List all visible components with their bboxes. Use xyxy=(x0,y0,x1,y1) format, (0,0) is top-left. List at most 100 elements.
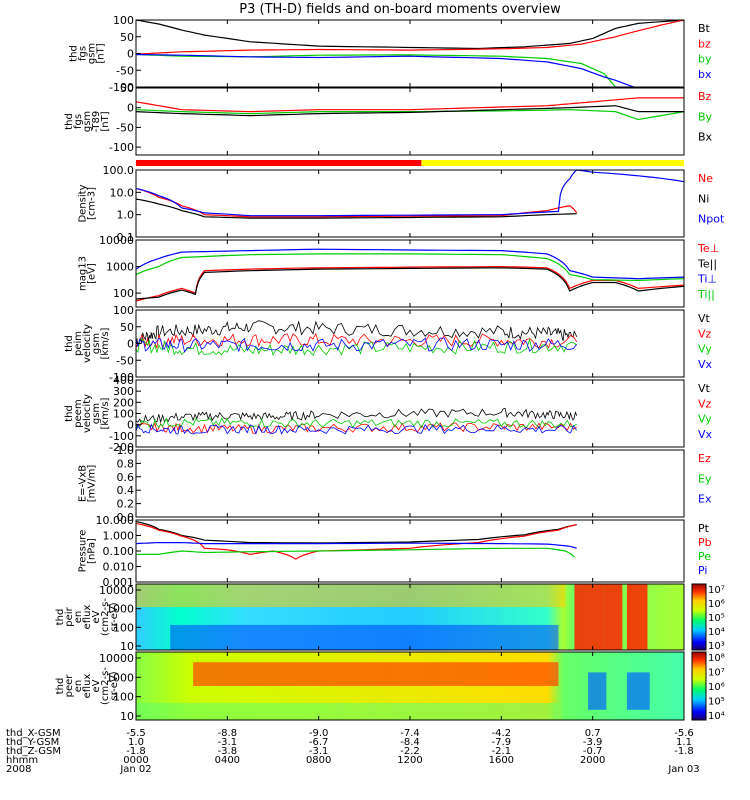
peem-tick-label: 200 xyxy=(113,396,134,409)
fgs-series-3 xyxy=(135,53,635,88)
mode-bar-yellow xyxy=(421,160,684,166)
mode-bar-red xyxy=(136,160,422,166)
peer-tick-label: 100 xyxy=(113,691,134,704)
density-legend-1: Ni xyxy=(698,192,709,205)
pressure-series-2 xyxy=(136,547,575,558)
peim-series-1 xyxy=(135,332,578,349)
fgs-legend-0: Bt xyxy=(698,22,711,35)
ephemeris-z-value: -1.8 xyxy=(126,746,146,757)
peir-colorbar-tick: 10⁷ xyxy=(708,585,725,596)
ephemeris-label: hhmm xyxy=(6,755,38,766)
fgs-ylabel: thd xyxy=(69,45,80,62)
pressure-ylabel: Pressure xyxy=(78,530,89,573)
peir-burst-1 xyxy=(604,584,623,650)
fgs-tick-label: 100 xyxy=(113,14,134,27)
temp-legend-1: Te|| xyxy=(697,257,717,270)
fgs-tick-label: -100 xyxy=(109,81,134,94)
fgs-t89-tick-label: 50 xyxy=(120,82,134,95)
efield-tick-label: 1.0 xyxy=(117,444,135,457)
fgs-t89-legend-2: Bx xyxy=(698,131,713,144)
fgs-frame xyxy=(135,19,685,88)
temp-tick-label: 10000 xyxy=(99,234,134,247)
ephemeris-label: thd_X-GSM xyxy=(6,728,61,739)
ephemeris-z-value: -3.8 xyxy=(218,746,238,757)
peir-ylabel: en xyxy=(73,611,84,624)
peer-warm-band xyxy=(193,662,559,686)
temp-series-2 xyxy=(135,248,685,280)
pressure-legend-2: Pe xyxy=(698,550,711,563)
peer-cold-patch-2 xyxy=(626,672,650,710)
peim-frame xyxy=(135,309,685,378)
peem-series-2 xyxy=(135,417,577,429)
efield-tick-label: 0.4 xyxy=(117,484,135,497)
peir-ylabel: eV xyxy=(91,610,102,623)
ephemeris-z-value: -2.2 xyxy=(400,746,420,757)
fgs-tick-label: -50 xyxy=(116,64,134,77)
ephemeris-label: thd_Y-GSM xyxy=(6,737,59,748)
temp-legend-0: Te⊥ xyxy=(697,242,719,255)
time-tick-label: 0000 xyxy=(123,755,148,766)
efield-frame xyxy=(135,449,685,518)
efield-tick-label: 0.6 xyxy=(117,471,135,484)
peim-legend-2: Vy xyxy=(698,343,712,356)
peir-ylabel: sr-eV) xyxy=(109,602,120,631)
peer-colorbar-tick: 10⁶ xyxy=(708,682,725,693)
fgs-t89-ylabel: [nT] xyxy=(100,111,111,131)
fgs-tick-label: 50 xyxy=(120,31,134,44)
peem-series-0 xyxy=(135,407,578,425)
pressure-tick-label: 0.010 xyxy=(103,561,135,574)
ephemeris-x-value: -9.0 xyxy=(309,728,329,739)
peim-tick-label: -100 xyxy=(109,371,134,384)
peer-ylabel: en xyxy=(73,680,84,693)
peim-tick-label: 0 xyxy=(127,338,134,351)
fgs-legend-2: by xyxy=(698,53,712,66)
peim-ylabel: [km/s] xyxy=(100,327,111,359)
peir-colorbar-tick: 10³ xyxy=(708,641,725,652)
fgs-t89-tick-label: -100 xyxy=(109,141,134,154)
ephemeris-y-value: -3.1 xyxy=(218,737,238,748)
fgs-t89-ylabel: gsm xyxy=(82,111,93,132)
time-tick-label: 0400 xyxy=(215,755,240,766)
peir-tick-label: 10 xyxy=(120,640,134,653)
peir-burst-2 xyxy=(626,584,648,650)
density-tick-label: 0.1 xyxy=(117,231,135,244)
peim-tick-label: 50 xyxy=(120,321,134,334)
peer-ylabel: eflux xyxy=(82,674,93,699)
peer-ylabel: thd xyxy=(55,678,66,695)
ephemeris-y-value: -7.9 xyxy=(492,737,512,748)
efield-tick-label: 0.2 xyxy=(117,498,135,511)
peem-tick-label: 300 xyxy=(113,385,134,398)
temp-ylabel: mag13 xyxy=(78,256,89,291)
pressure-tick-label: 0.100 xyxy=(103,545,135,558)
fgs-series-2 xyxy=(135,53,616,88)
efield-ylabel: E=-VxB xyxy=(78,465,89,502)
efield-tick-label: 0.0 xyxy=(117,511,135,524)
peer-colorbar-tick: 10⁵ xyxy=(708,697,725,708)
peim-legend-1: Vz xyxy=(698,327,712,340)
peem-ylabel: [km/s] xyxy=(100,397,111,429)
ephemeris-y-value: 1.1 xyxy=(676,737,692,748)
peem-legend-0: Vt xyxy=(698,382,711,395)
pressure-series-0 xyxy=(135,520,577,544)
peir-ylabel: thd xyxy=(55,609,66,626)
axes-layer: 100500-50-100thdfgsgsm[nT]Btbzbybx500-50… xyxy=(6,14,725,775)
date-start-label: Jan 02 xyxy=(119,764,151,775)
peir-colorbar-tick: 10⁴ xyxy=(708,627,725,638)
peem-tick-label: 400 xyxy=(113,374,134,387)
peem-ylabel: thd xyxy=(64,405,75,422)
ephemeris-z-value: -3.1 xyxy=(309,746,329,757)
peim-legend-0: Vt xyxy=(698,312,711,325)
temp-ylabel: [eV] xyxy=(87,263,98,284)
time-tick-label: 1200 xyxy=(397,755,422,766)
fgs-t89-legend-0: Bz xyxy=(698,90,712,103)
peem-legend-3: Vx xyxy=(698,428,713,441)
fgs-legend-3: bx xyxy=(698,68,712,81)
fgs-t89-ylabel: thd xyxy=(64,113,75,130)
ephemeris-y-value: 1.0 xyxy=(128,737,144,748)
series-layer xyxy=(135,19,685,560)
time-tick-label: 2000 xyxy=(580,755,605,766)
efield-ylabel: [mV/m] xyxy=(87,465,98,503)
efield-legend-0: Ez xyxy=(698,452,711,465)
ephemeris-x-value: -4.2 xyxy=(492,728,512,739)
peer-tick-label: 10000 xyxy=(99,652,134,665)
